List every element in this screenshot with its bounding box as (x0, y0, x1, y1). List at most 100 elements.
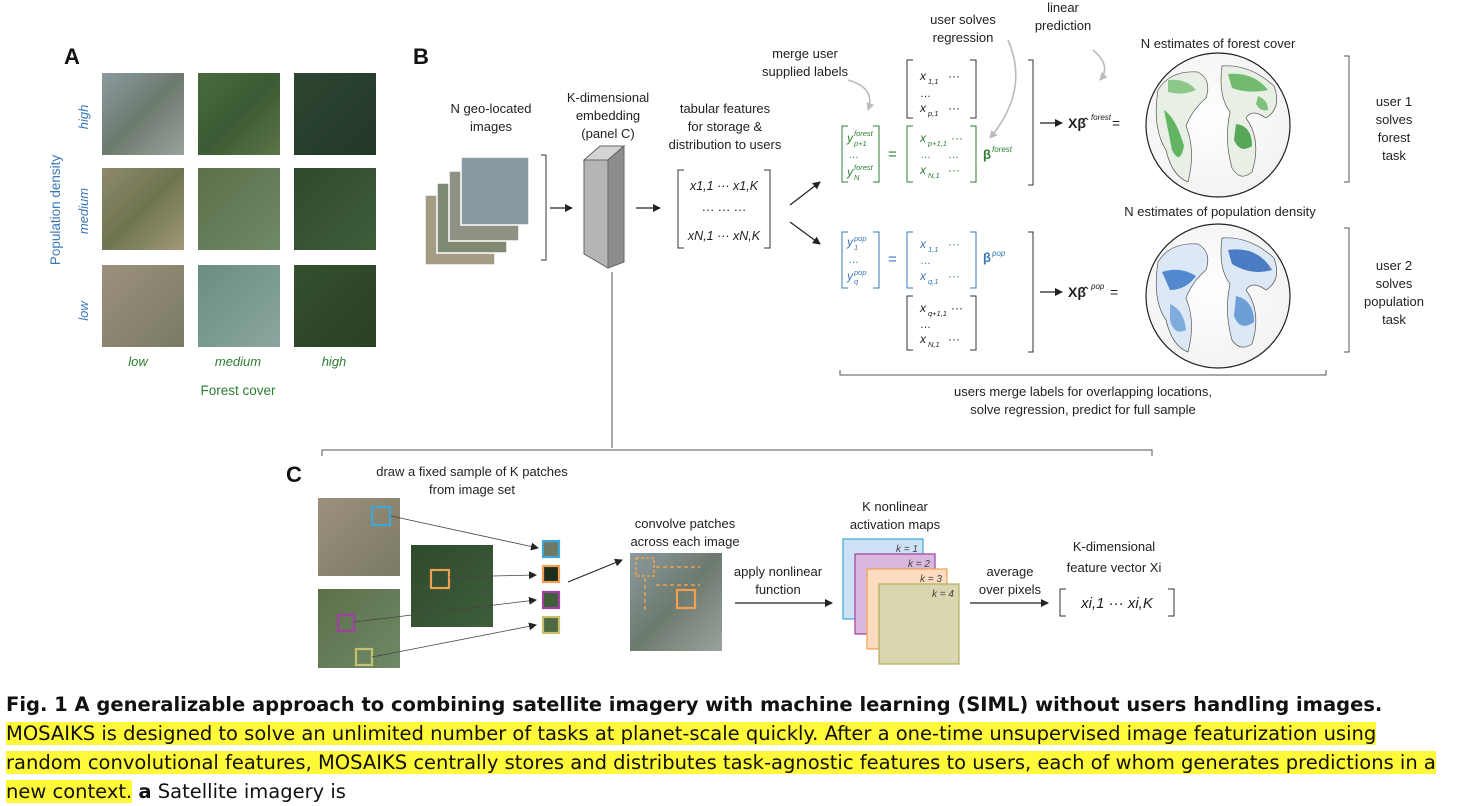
satellite-tile-high-pop-medium-forest (198, 73, 280, 155)
svg-text:…: … (920, 319, 931, 331)
svg-text:q,1: q,1 (928, 277, 938, 286)
col-label-high: high (322, 354, 347, 369)
svg-text:pop: pop (853, 234, 867, 243)
svg-text:=: = (1110, 284, 1118, 300)
merge-label-line-1: merge user (772, 46, 838, 61)
vector-label-line-1: K-dimensional (1073, 539, 1155, 554)
average-label-line-1: average (987, 564, 1034, 579)
svg-text:p,1: p,1 (927, 109, 938, 118)
svg-text:x: x (919, 237, 927, 251)
images-label-line-1: N geo-located (451, 101, 532, 116)
sample-label-line-2: from image set (429, 482, 515, 497)
user1-line-1: user 1 (1376, 94, 1412, 109)
svg-text:···: ··· (948, 237, 960, 251)
satellite-tile-high-pop-low-forest (102, 73, 184, 155)
bottom-label-line-2: solve regression, predict for full sampl… (970, 402, 1195, 417)
svg-text:forest: forest (992, 145, 1013, 154)
svg-text:x: x (919, 332, 927, 346)
svg-text:N,1: N,1 (928, 171, 940, 180)
image-stack-icon (424, 156, 530, 266)
svg-text:x: x (919, 163, 927, 177)
svg-text:q+1,1: q+1,1 (928, 309, 947, 318)
patch-3 (541, 590, 561, 610)
tabular-label-line-1: tabular features (680, 101, 771, 116)
panel-b: B N geo-located images K-dimensional emb… (413, 0, 1424, 417)
activation-map-3-label: k = 3 (920, 574, 942, 585)
population-regression: y pop 1 … y pop q = x 1,1 ··· … x q,1 ··… (841, 231, 1006, 351)
activation-map-1-label: k = 1 (896, 544, 918, 555)
feature-vector-text: xi,1 ··· xi,K (1080, 595, 1154, 612)
satellite-tile-medium-pop-low-forest (102, 168, 184, 250)
activation-map-4-label: k = 4 (932, 589, 954, 600)
satellite-tile-medium-pop-medium-forest (198, 168, 280, 250)
panel-b-letter: B (413, 44, 429, 69)
svg-text:forest: forest (1091, 113, 1112, 122)
nonlinear-label-line-2: function (755, 582, 801, 597)
svg-text:…: … (920, 88, 931, 100)
svg-text:x: x (919, 269, 927, 283)
svg-text:···: ··· (948, 269, 960, 283)
predict-label-line-1: linear (1047, 0, 1079, 15)
svg-text:1,1: 1,1 (928, 77, 938, 86)
svg-text:N: N (854, 173, 860, 182)
svg-text:…: … (848, 149, 859, 161)
forest-map-title: N estimates of forest cover (1141, 36, 1296, 51)
panel-a: A Population density high medium low low… (48, 44, 376, 398)
predict-label-line-2: prediction (1035, 18, 1091, 33)
user1-line-2: solves (1376, 112, 1413, 127)
svg-text:p+1,1: p+1,1 (927, 139, 947, 148)
patch-4 (541, 615, 561, 635)
tabular-label-line-3: distribution to users (669, 137, 782, 152)
average-label-line-2: over pixels (979, 582, 1042, 597)
svg-text:1,1: 1,1 (928, 245, 938, 254)
row-label-high: high (76, 105, 91, 130)
source-image-1 (318, 498, 400, 576)
nonlinear-label-line-1: apply nonlinear (734, 564, 823, 579)
embedding-block-icon (582, 144, 626, 269)
solve-label-line-2: regression (933, 30, 994, 45)
figure-1: A Population density high medium low low… (48, 0, 1424, 668)
sample-label-line-1: draw a fixed sample of K patches (376, 464, 568, 479)
images-label-line-2: images (470, 119, 512, 134)
panel-a-letter: A (64, 44, 80, 69)
source-image-3 (318, 589, 400, 668)
svg-text:···: ··· (948, 332, 960, 346)
merge-label-line-2: supplied labels (762, 64, 849, 79)
svg-text:β: β (983, 147, 991, 162)
svg-text:forest: forest (854, 129, 874, 138)
caption-panel-a-text: Satellite imagery is (157, 780, 346, 803)
tab-matrix-row-2: ··· ··· ··· (702, 203, 746, 217)
satellite-tile-low-pop-medium-forest (198, 265, 280, 347)
source-image-2 (411, 545, 493, 627)
forest-cover-globe (1145, 52, 1291, 198)
svg-text:x: x (919, 301, 927, 315)
user2-line-4: task (1382, 312, 1406, 327)
svg-text:pop: pop (1090, 282, 1105, 291)
tabular-feature-matrix: x1,1 ··· x1,K ··· ··· ··· xN,1 ··· xN,K (677, 169, 771, 249)
embedding-label-line-1: K-dimensional (567, 90, 649, 105)
convolve-label-line-2: across each image (630, 534, 739, 549)
svg-text:···: ··· (948, 163, 960, 177)
user2-line-2: solves (1376, 276, 1413, 291)
forest-cover-axis-label: Forest cover (200, 383, 276, 398)
tabular-label-line-2: for storage & (688, 119, 763, 134)
forest-regression: y forest p+1 … y forest N = x 1,1 ··· … … (841, 59, 1013, 183)
svg-text:N,1: N,1 (928, 340, 940, 349)
svg-text:x: x (919, 101, 927, 115)
svg-text:y: y (846, 235, 854, 249)
svg-text:1: 1 (854, 243, 858, 252)
panel-c-letter: C (286, 462, 302, 487)
figure-caption: Fig. 1 A generalizable approach to combi… (6, 690, 1458, 806)
svg-text:···: ··· (948, 69, 960, 83)
bottom-label-line-1: users merge labels for overlapping locat… (954, 384, 1212, 399)
population-density-globe (1145, 223, 1291, 369)
svg-text:…: … (920, 149, 931, 161)
svg-text:p+1: p+1 (853, 139, 867, 148)
population-density-axis-label: Population density (48, 155, 63, 266)
svg-text:…: … (948, 149, 959, 161)
embedding-label-line-2: embedding (576, 108, 640, 123)
convolve-label-line-1: convolve patches (635, 516, 736, 531)
caption-panel-a-letter: a (138, 780, 152, 803)
solve-label-line-1: user solves (930, 12, 996, 27)
satellite-tile-low-pop-low-forest (102, 265, 184, 347)
